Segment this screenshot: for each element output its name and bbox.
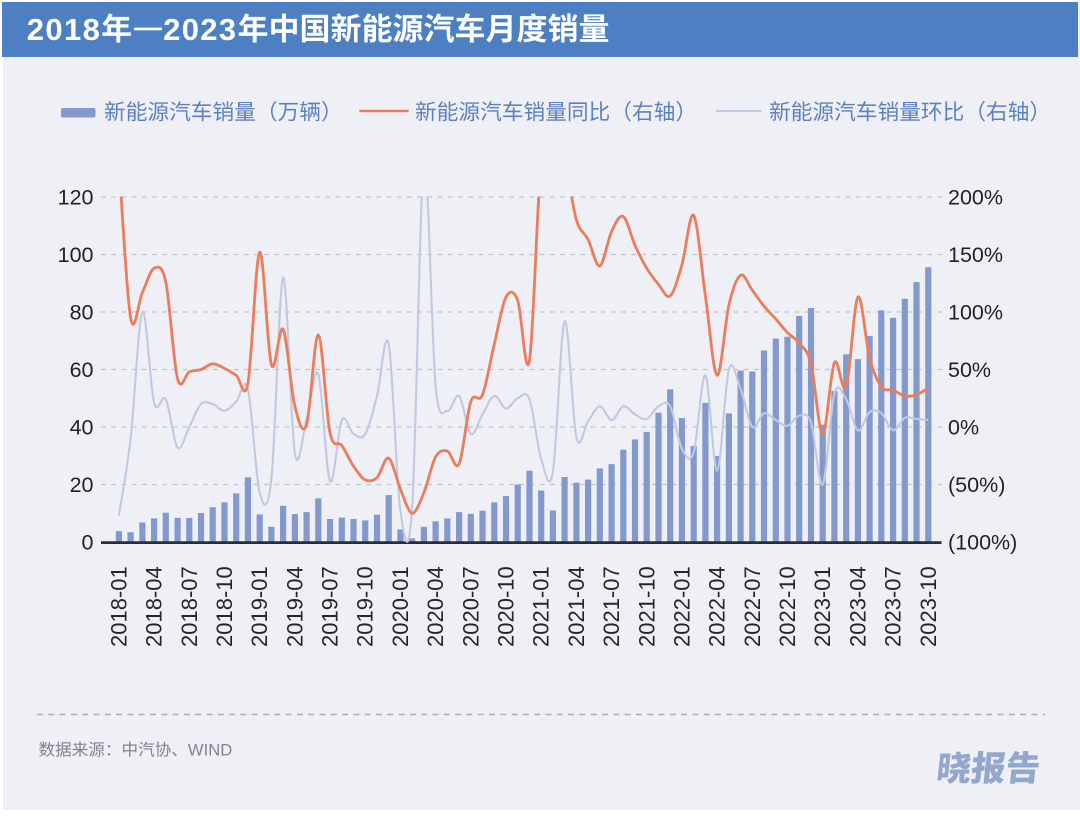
svg-text:2020-01: 2020-01 <box>388 566 413 647</box>
svg-text:2018-01: 2018-01 <box>106 566 131 647</box>
svg-text:2023-01: 2023-01 <box>810 566 835 647</box>
svg-text:2019-10: 2019-10 <box>353 566 378 647</box>
svg-text:2018-07: 2018-07 <box>177 566 202 647</box>
svg-text:2023-07: 2023-07 <box>881 566 906 647</box>
svg-text:0%: 0% <box>948 415 979 439</box>
svg-text:0: 0 <box>182 12 199 47</box>
svg-text:2018-04: 2018-04 <box>142 566 167 647</box>
svg-text:2022-10: 2022-10 <box>775 566 800 647</box>
svg-text:2020-07: 2020-07 <box>458 566 483 647</box>
svg-text:50%: 50% <box>948 358 991 382</box>
svg-text:(100%): (100%) <box>948 530 1017 554</box>
svg-text:200%: 200% <box>948 185 1003 209</box>
svg-text:0: 0 <box>45 12 62 47</box>
svg-text:100%: 100% <box>948 300 1003 324</box>
svg-text:2022-04: 2022-04 <box>705 566 730 647</box>
svg-text:N: N <box>208 741 220 760</box>
svg-text:2019-04: 2019-04 <box>282 566 307 647</box>
svg-text:8: 8 <box>83 12 100 47</box>
svg-text:3: 3 <box>219 12 236 47</box>
svg-text:2018-10: 2018-10 <box>212 566 237 647</box>
svg-text:20: 20 <box>70 473 94 497</box>
svg-text:2023-04: 2023-04 <box>845 566 870 647</box>
svg-text:2019-01: 2019-01 <box>247 566 272 647</box>
svg-text:2022-07: 2022-07 <box>740 566 765 647</box>
svg-text:2019-07: 2019-07 <box>318 566 343 647</box>
svg-text:0: 0 <box>82 530 94 554</box>
svg-text:2021-10: 2021-10 <box>634 566 659 647</box>
svg-text:2: 2 <box>27 12 44 47</box>
svg-text:2021-07: 2021-07 <box>599 566 624 647</box>
svg-text:60: 60 <box>70 358 94 382</box>
svg-text:80: 80 <box>70 300 94 324</box>
svg-text:D: D <box>220 741 232 760</box>
svg-text:150%: 150% <box>948 243 1003 267</box>
svg-text:2021-04: 2021-04 <box>564 566 589 647</box>
svg-text:2020-04: 2020-04 <box>423 566 448 647</box>
svg-text:W: W <box>188 741 204 760</box>
svg-text:2023-10: 2023-10 <box>916 566 941 647</box>
svg-text:2: 2 <box>163 12 180 47</box>
svg-text:120: 120 <box>58 185 94 209</box>
svg-text:2021-01: 2021-01 <box>529 566 554 647</box>
svg-text:100: 100 <box>58 243 94 267</box>
svg-text:40: 40 <box>70 415 94 439</box>
svg-text:2: 2 <box>200 12 217 47</box>
svg-text:I: I <box>204 741 209 760</box>
svg-text:(50%): (50%) <box>948 473 1005 497</box>
svg-text:2020-10: 2020-10 <box>494 566 519 647</box>
svg-text:1: 1 <box>64 12 81 47</box>
svg-text:2022-01: 2022-01 <box>669 566 694 647</box>
